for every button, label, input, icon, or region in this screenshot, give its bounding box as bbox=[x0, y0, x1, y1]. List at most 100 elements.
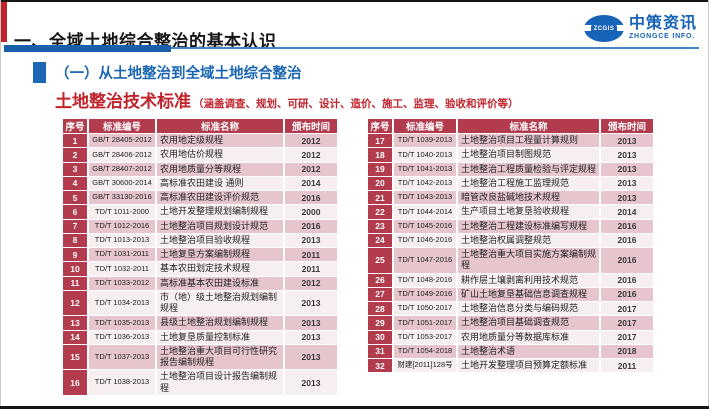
year-cell: 2016 bbox=[601, 248, 653, 273]
subtitle: 土地整治技术标准 bbox=[55, 92, 191, 111]
column-header: 标准编号 bbox=[394, 119, 456, 133]
year-cell: 2013 bbox=[285, 290, 337, 316]
table-row: 22 TD/T 1044-2014 生产项目土地复垦验收规程 2014 bbox=[368, 205, 653, 219]
row-number-cell: 9 bbox=[63, 248, 87, 262]
column-header: 颁布时间 bbox=[601, 119, 653, 133]
standard-name-cell: 土地整治项目设计报告编制规程 bbox=[157, 370, 283, 395]
standard-code-cell: TD/T 1033-2012 bbox=[89, 276, 155, 290]
row-number-cell: 15 bbox=[63, 344, 87, 370]
year-cell: 2016 bbox=[601, 233, 653, 247]
standard-code-cell: TD/T 1031-2011 bbox=[89, 248, 155, 262]
table-row: 3 GB/T 28407-2012 农用地质量分等规程 2012 bbox=[63, 162, 337, 176]
standard-name-cell: 土地整治工程建设标准编写规程 bbox=[458, 219, 599, 233]
year-cell: 2012 bbox=[285, 276, 337, 290]
company-logo: ZCGIS 中策资讯 ZHONGCE INFO. bbox=[580, 15, 697, 42]
year-cell: 2013 bbox=[601, 191, 653, 205]
year-cell: 2012 bbox=[285, 148, 337, 162]
table-row: 8 TD/T 1013-2013 土地整治项目验收规程 2013 bbox=[63, 233, 337, 247]
standard-code-cell: 财建[2011]128号 bbox=[394, 359, 456, 373]
year-cell: 2016 bbox=[601, 219, 653, 233]
column-header: 标准编号 bbox=[89, 119, 155, 133]
row-number-cell: 6 bbox=[63, 205, 87, 219]
year-cell: 2012 bbox=[285, 134, 337, 148]
table-row: 29 TD/T 1051-2017 土地整治项目基础调查规范 2017 bbox=[368, 316, 653, 330]
row-number-cell: 10 bbox=[63, 262, 87, 276]
section-title: （一）从土地整治到全域土地综合整治 bbox=[55, 66, 302, 82]
table-row: 26 TD/T 1048-2016 耕作层土壤剥离利用技术规范 2016 bbox=[368, 273, 653, 287]
year-cell: 2017 bbox=[601, 330, 653, 344]
table-row: 5 GB/T 33130-2016 高标准农田建设评价规范 2016 bbox=[63, 191, 337, 205]
row-number-cell: 23 bbox=[368, 219, 392, 233]
row-number-cell: 19 bbox=[368, 162, 392, 176]
year-cell: 2013 bbox=[601, 134, 653, 148]
standard-name-cell: 土地开发整理项目预算定额标准 bbox=[458, 359, 599, 373]
standard-name-cell: 土地开发整理规划编制规程 bbox=[157, 205, 283, 219]
table-row: 1 GB/T 28405-2012 农用地定级规程 2012 bbox=[63, 134, 337, 148]
title-underline-thin bbox=[171, 47, 699, 49]
globe-icon: ZCGIS bbox=[580, 15, 627, 42]
year-cell: 2000 bbox=[285, 205, 337, 219]
logo-text: 中策资讯 ZHONGCE INFO. bbox=[628, 15, 697, 41]
standard-code-cell: TD/T 1040-2013 bbox=[394, 148, 456, 162]
row-number-cell: 32 bbox=[368, 359, 392, 373]
row-number-cell: 2 bbox=[63, 148, 87, 162]
year-cell: 2016 bbox=[601, 287, 653, 301]
standard-code-cell: TD/T 1047-2016 bbox=[394, 248, 456, 273]
year-cell: 2013 bbox=[601, 162, 653, 176]
row-number-cell: 26 bbox=[368, 273, 392, 287]
subtitle-note: （涵盖调查、规划、可研、设计、造价、施工、监理、验收和评价等） bbox=[193, 98, 519, 110]
standard-code-cell: TD/T 1049-2016 bbox=[394, 287, 456, 301]
standard-code-cell: TD/T 1036-2013 bbox=[89, 330, 155, 344]
row-number-cell: 18 bbox=[368, 148, 392, 162]
standard-name-cell: 农用地估价规程 bbox=[157, 148, 283, 162]
standard-code-cell: TD/T 1038-2013 bbox=[89, 370, 155, 395]
row-number-cell: 27 bbox=[368, 287, 392, 301]
row-number-cell: 21 bbox=[368, 191, 392, 205]
standard-name-cell: 土地整治信息分类与编码规范 bbox=[458, 302, 599, 316]
standard-code-cell: TD/T 1050-2017 bbox=[394, 302, 456, 316]
row-number-cell: 8 bbox=[63, 233, 87, 247]
standard-code-cell: TD/T 1054-2018 bbox=[394, 344, 456, 358]
standard-code-cell: TD/T 1044-2014 bbox=[394, 205, 456, 219]
table-row: 21 TD/T 1043-2013 暗管改良盐碱地技术规程 2013 bbox=[368, 191, 653, 205]
logo-name-cn: 中策资讯 bbox=[628, 15, 697, 33]
table-row: 4 GB/T 30600-2014 高标准农田建设 通则 2014 bbox=[63, 176, 337, 190]
row-number-cell: 20 bbox=[368, 176, 392, 190]
globe-label: ZCGIS bbox=[590, 24, 618, 33]
section-header: （一）从土地整治到全域土地综合整治 bbox=[33, 62, 302, 83]
year-cell: 2012 bbox=[285, 162, 337, 176]
year-cell: 2018 bbox=[601, 344, 653, 358]
year-cell: 2016 bbox=[285, 219, 337, 233]
standard-code-cell: GB/T 28405-2012 bbox=[89, 134, 155, 148]
left-edge-accent-bar bbox=[1, 2, 7, 42]
row-number-cell: 29 bbox=[368, 316, 392, 330]
standard-name-cell: 土地整治工程质量检验与评定规程 bbox=[458, 162, 599, 176]
standards-table-left: 序号 标准编号 标准名称 颁布时间 1 GB/T 28405-2012 农用地定级规程 201… bbox=[63, 119, 337, 396]
logo-name-en: ZHONGCE INFO. bbox=[628, 33, 695, 41]
standard-name-cell: 农用地质量分等规程 bbox=[157, 162, 283, 176]
table-row: 30 TD/T 1053-2017 农用地质量分等数据库标准 2017 bbox=[368, 330, 653, 344]
year-cell: 2013 bbox=[285, 316, 337, 330]
year-cell: 2013 bbox=[601, 176, 653, 190]
standard-name-cell: 市（地）级土地整治规划编制规程 bbox=[157, 290, 283, 316]
section-bullet bbox=[33, 62, 46, 83]
standard-name-cell: 土地整治术语 bbox=[458, 344, 599, 358]
table-row: 7 TD/T 1012-2016 土地整治项目规划设计规范 2016 bbox=[63, 219, 337, 233]
row-number-cell: 31 bbox=[368, 344, 392, 358]
slide-top-border bbox=[0, 0, 709, 2]
row-number-cell: 12 bbox=[63, 290, 87, 316]
row-number-cell: 22 bbox=[368, 205, 392, 219]
standard-name-cell: 土地整治项目工程量计算规则 bbox=[458, 134, 599, 148]
standard-code-cell: GB/T 28407-2012 bbox=[89, 162, 155, 176]
row-number-cell: 28 bbox=[368, 302, 392, 316]
year-cell: 2011 bbox=[601, 359, 653, 373]
row-number-cell: 25 bbox=[368, 248, 392, 273]
standard-code-cell: GB/T 33130-2016 bbox=[89, 191, 155, 205]
row-number-cell: 3 bbox=[63, 162, 87, 176]
table-row: 32 财建[2011]128号 土地开发整理项目预算定额标准 2011 bbox=[368, 359, 653, 373]
standard-name-cell: 土地复垦方案编制规程 bbox=[157, 248, 283, 262]
standard-name-cell: 土地整治重大项目实施方案编制规程 bbox=[458, 248, 599, 273]
standard-code-cell: TD/T 1042-2013 bbox=[394, 176, 456, 190]
row-number-cell: 17 bbox=[368, 134, 392, 148]
column-header: 颁布时间 bbox=[285, 119, 337, 133]
